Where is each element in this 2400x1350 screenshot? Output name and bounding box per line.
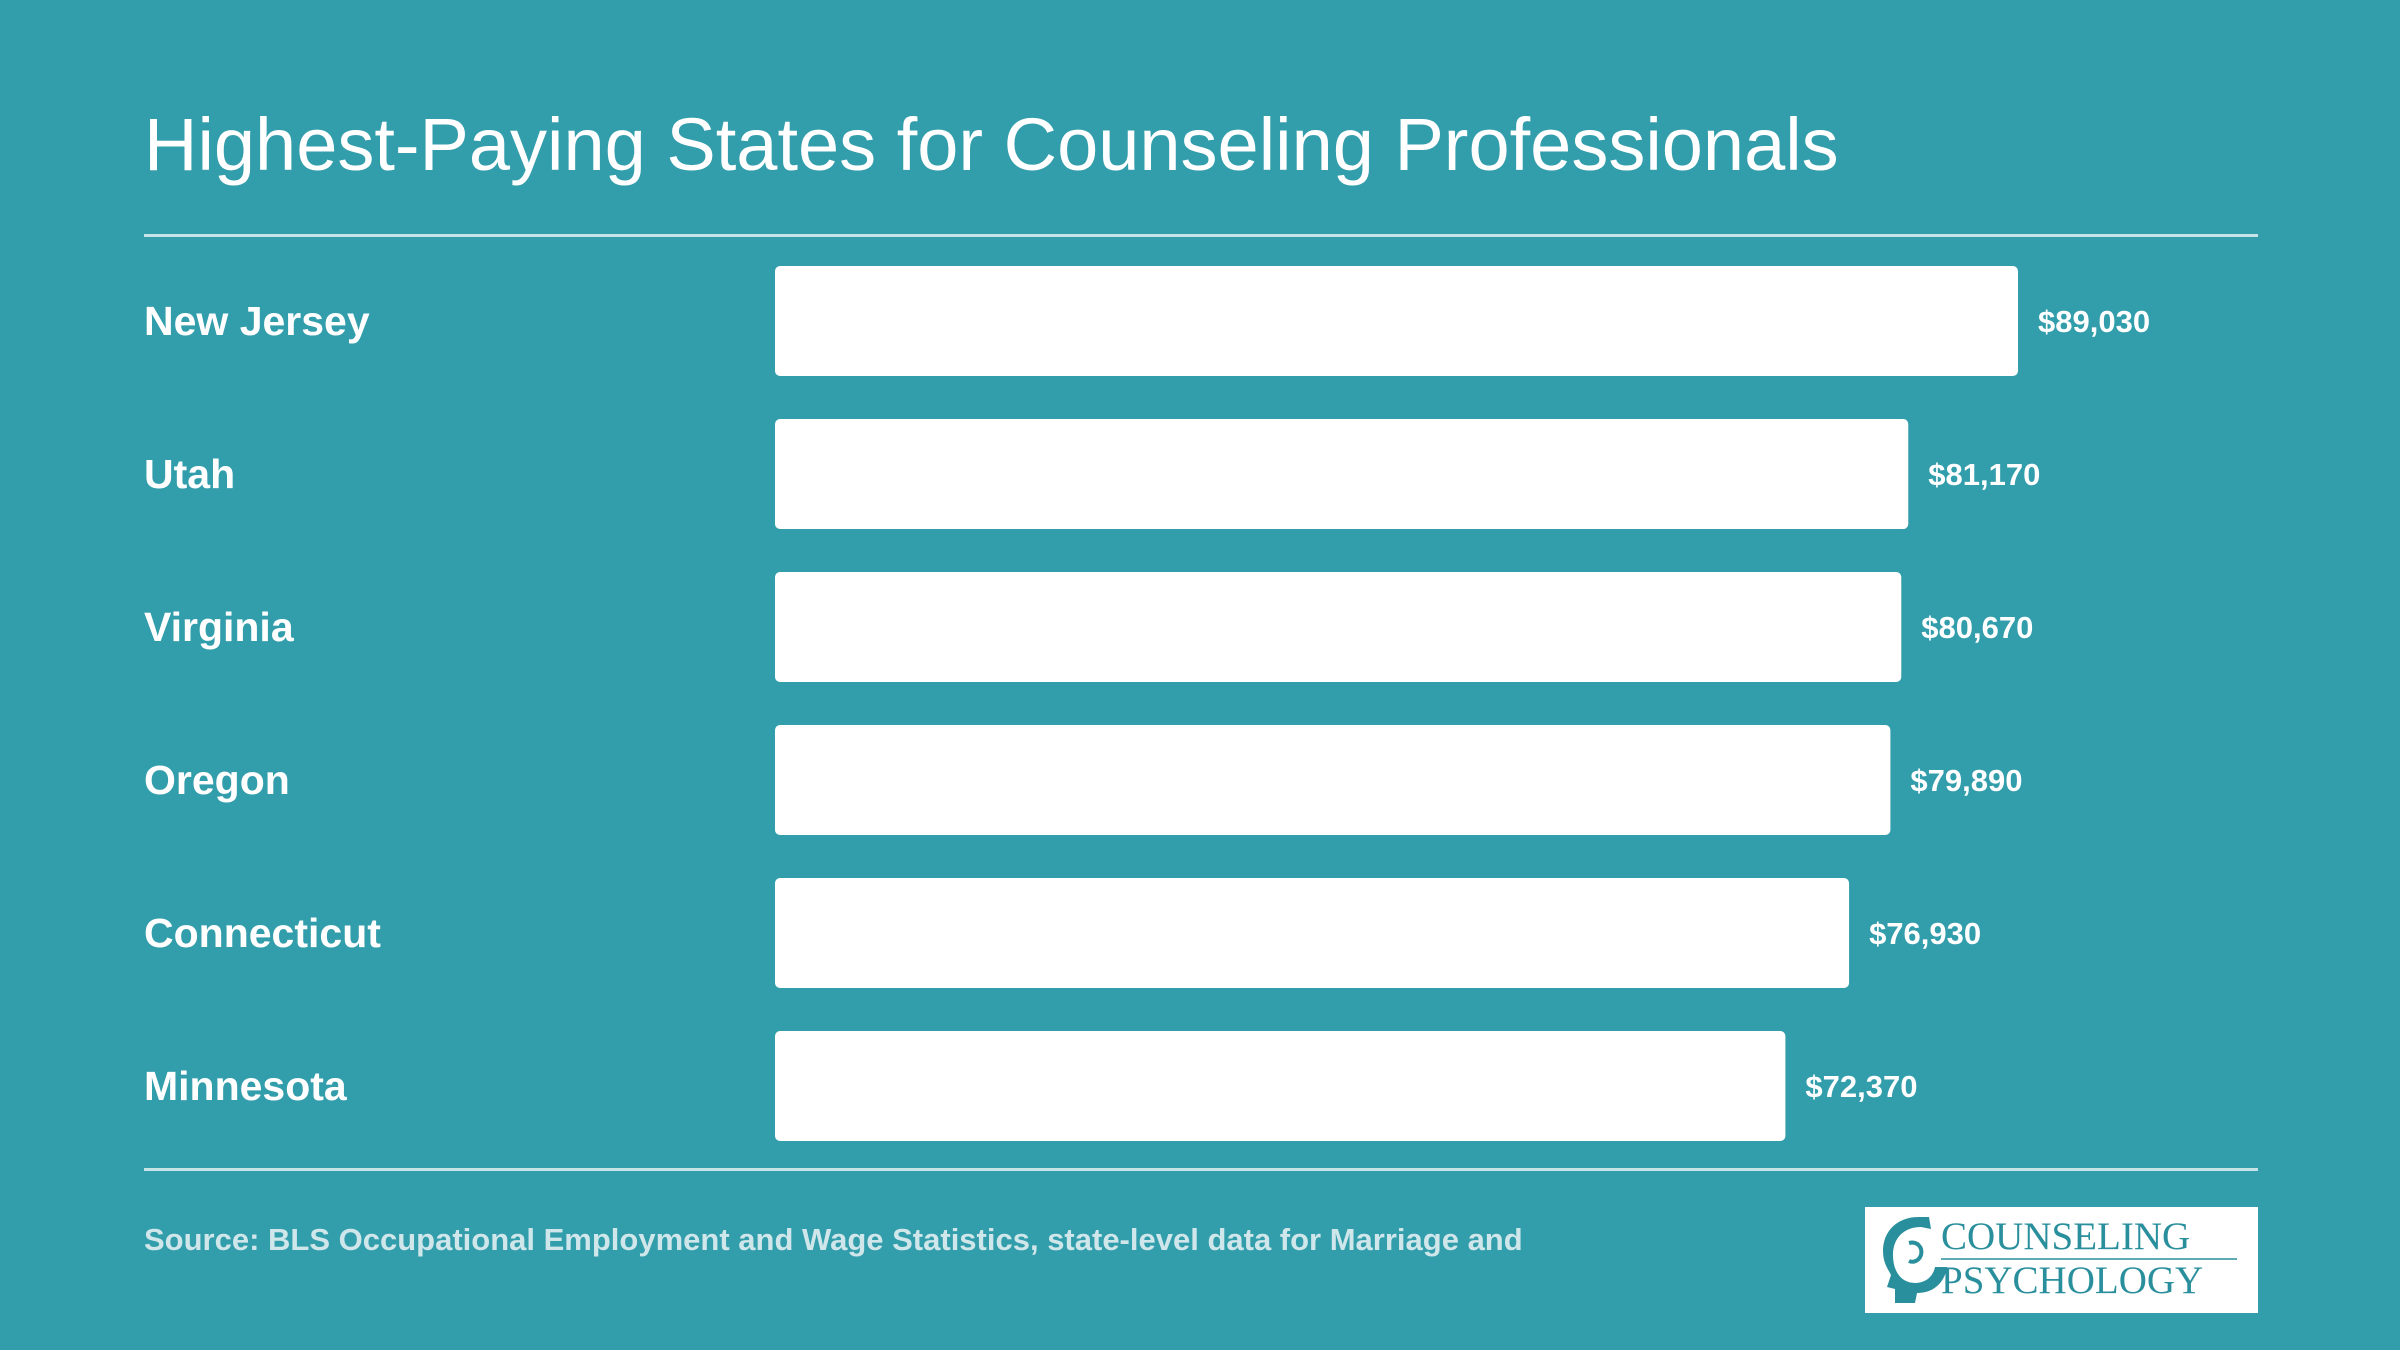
bottom-divider bbox=[144, 1168, 2258, 1171]
value-label: $76,930 bbox=[1869, 916, 1981, 951]
source-note: Source: BLS Occupational Employment and … bbox=[144, 1222, 1523, 1257]
bar bbox=[775, 266, 2018, 376]
value-label: $81,170 bbox=[1928, 457, 2040, 492]
logo-line-2: PSYCHOLOGY bbox=[1941, 1259, 2203, 1302]
bar bbox=[775, 572, 1902, 682]
value-label: $79,890 bbox=[1910, 763, 2022, 798]
category-label: Utah bbox=[144, 451, 235, 497]
value-label: $89,030 bbox=[2038, 304, 2150, 339]
bar bbox=[775, 419, 1909, 529]
head-profile-icon bbox=[1883, 1217, 1947, 1303]
chart-title: Highest-Paying States for Counseling Pro… bbox=[144, 103, 1839, 186]
category-label: Virginia bbox=[144, 604, 295, 650]
category-label: Oregon bbox=[144, 757, 290, 803]
bar bbox=[775, 725, 1891, 835]
logo-line-1: COUNSELING bbox=[1941, 1215, 2190, 1258]
counseling-psychology-logo: COUNSELING PSYCHOLOGY bbox=[1865, 1207, 2258, 1313]
value-label: $80,670 bbox=[1921, 610, 2033, 645]
top-divider bbox=[144, 234, 2258, 237]
bars-layer: New Jersey $89,030 Utah $81,170 Virginia $80,… bbox=[144, 266, 2150, 1141]
value-label: $72,370 bbox=[1805, 1069, 1917, 1104]
category-label: New Jersey bbox=[144, 298, 370, 344]
bar bbox=[775, 1031, 1786, 1141]
category-label: Connecticut bbox=[144, 910, 381, 956]
bar bbox=[775, 878, 1850, 988]
category-label: Minnesota bbox=[144, 1063, 348, 1109]
